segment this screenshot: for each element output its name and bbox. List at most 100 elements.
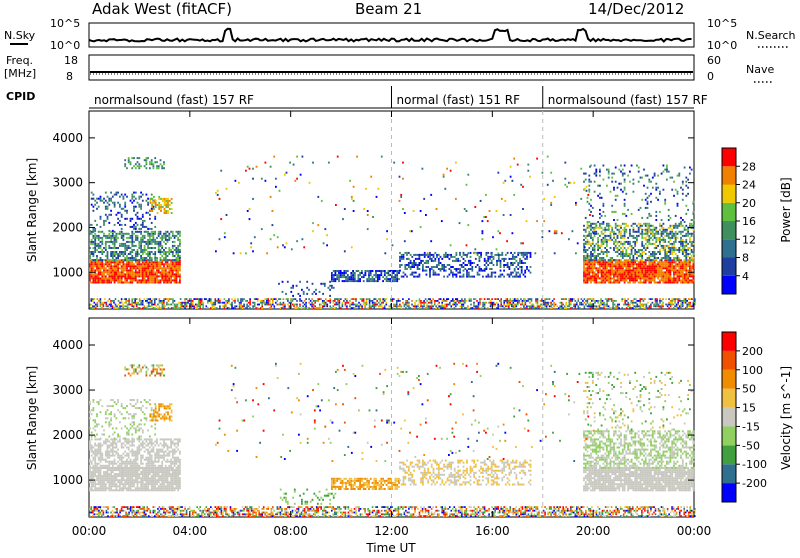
heatmap-cell	[583, 181, 585, 183]
heatmap-cell	[433, 254, 435, 256]
heatmap-cell	[663, 171, 665, 173]
heatmap-cell	[594, 223, 596, 225]
heatmap-cell	[145, 300, 147, 302]
heatmap-cell	[149, 273, 151, 275]
heatmap-cell	[564, 307, 566, 309]
heatmap-cell	[585, 300, 587, 302]
heatmap-cell	[137, 282, 139, 284]
heatmap-cell	[655, 263, 657, 265]
heatmap-cell	[634, 279, 636, 281]
heatmap-cell	[372, 300, 374, 302]
heatmap-cell	[673, 247, 675, 249]
heatmap-cell	[167, 239, 169, 241]
heatmap-cell	[685, 229, 687, 231]
heatmap-cell	[597, 269, 599, 271]
heatmap-cell	[449, 258, 451, 260]
heatmap-cell	[590, 199, 592, 201]
heatmap-cell	[326, 234, 328, 236]
heatmap-cell	[511, 304, 513, 306]
heatmap-cell	[438, 274, 440, 276]
heatmap-cell	[91, 253, 93, 255]
heatmap-cell	[587, 194, 589, 196]
heatmap-cell	[146, 167, 148, 169]
heatmap-cell	[419, 256, 421, 258]
heatmap-cell	[624, 199, 626, 201]
heatmap-cell	[463, 305, 465, 307]
heatmap-cell	[101, 263, 103, 265]
heatmap-cell	[503, 302, 505, 304]
heatmap-cell	[666, 255, 668, 257]
heatmap-cell	[514, 300, 516, 302]
heatmap-cell	[599, 175, 601, 177]
heatmap-cell	[100, 196, 102, 198]
heatmap-cell	[130, 304, 132, 306]
heatmap-cell	[181, 305, 183, 307]
heatmap-cell	[165, 212, 167, 214]
heatmap-cell	[622, 257, 624, 259]
heatmap-cell	[165, 282, 167, 284]
heatmap-cell	[588, 257, 590, 259]
heatmap-cell	[117, 267, 119, 269]
heatmap-cell	[89, 259, 91, 261]
heatmap-cell	[595, 169, 597, 171]
heatmap-cell	[588, 191, 590, 193]
heatmap-cell	[659, 241, 661, 243]
heatmap-cell	[654, 279, 656, 281]
heatmap-cell	[611, 231, 613, 233]
heatmap-cell	[680, 263, 682, 265]
heatmap-cell	[184, 300, 186, 302]
heatmap-cell	[108, 214, 110, 216]
heatmap-cell	[104, 302, 106, 304]
heatmap-cell	[149, 167, 151, 169]
heatmap-cell	[165, 279, 167, 281]
heatmap-cell	[146, 231, 148, 233]
heatmap-cell	[487, 256, 489, 258]
heatmap-cell	[135, 167, 137, 169]
heatmap-cell	[302, 305, 304, 307]
heatmap-cell	[177, 231, 179, 233]
heatmap-cell	[684, 227, 686, 229]
heatmap-cell	[103, 282, 105, 284]
heatmap-cell	[126, 257, 128, 259]
beam-label: Beam 21	[355, 0, 422, 18]
heatmap-cell	[617, 247, 619, 249]
heatmap-cell	[165, 259, 167, 261]
heatmap-cell	[123, 255, 125, 257]
heatmap-cell	[154, 257, 156, 259]
heatmap-cell	[140, 206, 142, 208]
heatmap-cell	[186, 304, 188, 306]
heatmap-cell	[413, 266, 415, 268]
heatmap-cell	[689, 259, 691, 261]
heatmap-cell	[176, 259, 178, 261]
heatmap-cell	[237, 300, 239, 302]
heatmap-cell	[174, 245, 176, 247]
heatmap-cell	[494, 304, 496, 306]
heatmap-cell	[637, 304, 639, 306]
heatmap-cell	[521, 266, 523, 268]
heatmap-cell	[312, 162, 314, 164]
heatmap-cell	[177, 251, 179, 253]
heatmap-cell	[94, 298, 96, 300]
heatmap-cell	[312, 283, 314, 285]
heatmap-cell	[541, 300, 543, 302]
heatmap-cell	[336, 304, 338, 306]
heatmap-cell	[172, 307, 174, 309]
heatmap-cell	[629, 265, 631, 267]
heatmap-cell	[436, 274, 438, 276]
heatmap-cell	[603, 233, 605, 235]
heatmap-cell	[179, 259, 181, 261]
heatmap-cell	[209, 300, 211, 302]
heatmap-cell	[595, 257, 597, 259]
heatmap-cell	[535, 300, 537, 302]
heatmap-cell	[96, 282, 98, 284]
heatmap-cell	[160, 204, 162, 206]
heatmap-cell	[561, 305, 563, 307]
heatmap-cell	[170, 279, 172, 281]
heatmap-cell	[126, 167, 128, 169]
heatmap-cell	[368, 274, 370, 276]
heatmap-cell	[290, 298, 292, 300]
heatmap-cell	[503, 300, 505, 302]
heatmap-cell	[478, 302, 480, 304]
heatmap-cell	[146, 243, 148, 245]
heatmap-cell	[652, 279, 654, 281]
